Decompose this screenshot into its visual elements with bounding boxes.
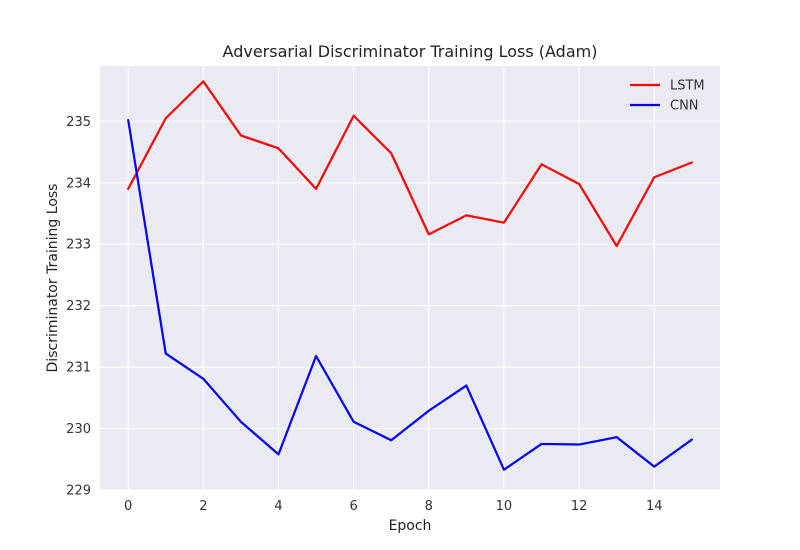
x-tick-label: 12 (571, 499, 588, 514)
grid-lines (100, 66, 720, 491)
y-axis-ticks: 229 230 231 232 233 234 235 (66, 115, 91, 499)
x-axis-ticks: 0 2 4 6 8 10 12 14 (124, 499, 662, 514)
y-tick-label: 231 (66, 361, 91, 376)
y-tick-label: 230 (66, 422, 91, 437)
x-tick-label: 0 (124, 499, 132, 514)
x-tick-label: 10 (496, 499, 513, 514)
chart-title: Adversarial Discriminator Training Loss … (223, 42, 598, 61)
y-tick-label: 234 (66, 176, 91, 191)
y-tick-label: 229 (66, 484, 91, 499)
series-line-lstm (127, 80, 693, 248)
y-tick-label: 232 (66, 299, 91, 314)
legend-label: LSTM (670, 79, 705, 94)
y-tick-label: 233 (66, 238, 91, 253)
series-lines (127, 80, 693, 471)
y-tick-label: 235 (66, 115, 91, 130)
x-tick-label: 4 (274, 499, 282, 514)
x-axis-label: Epoch (389, 518, 432, 534)
legend: LSTM CNN (630, 79, 705, 114)
x-tick-label: 6 (349, 499, 357, 514)
x-tick-label: 8 (425, 499, 433, 514)
x-tick-label: 14 (646, 499, 663, 514)
y-axis-label: Discriminator Training Loss (45, 184, 61, 373)
x-tick-label: 2 (199, 499, 207, 514)
series-line-cnn (127, 118, 693, 471)
legend-label: CNN (670, 99, 699, 114)
